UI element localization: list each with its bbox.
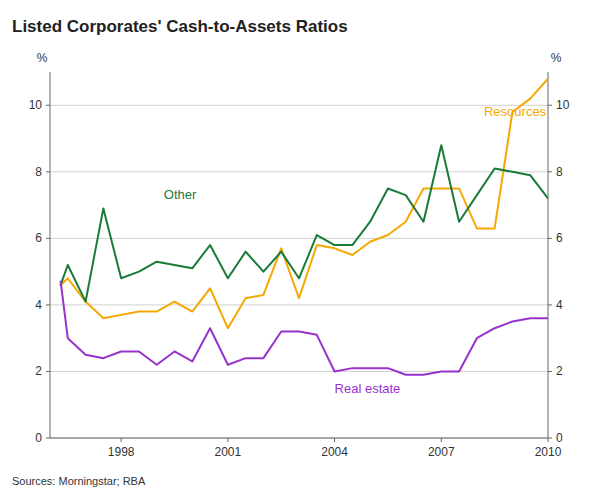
y-tick [46,371,50,372]
y-tick [46,304,50,305]
y2-tick-label: 10 [556,98,570,112]
annotations: Resources Other Real estate [164,104,547,397]
series-line [61,79,548,329]
grid-line [50,171,548,172]
y2-tick-label: 6 [556,231,563,245]
title: Listed Corporates' Cash-to-Assets Ratios [12,17,348,36]
x-tick-label: 2001 [215,445,242,459]
grid-line [50,438,548,439]
y-tick-label: 0 [35,431,42,445]
grid-line [50,304,548,305]
x-axis-line [50,438,548,439]
y-tick [46,238,50,239]
series-line [61,282,548,375]
series-label: Real estate [335,381,401,396]
y2-tick-label: 2 [556,364,563,378]
series-line [61,145,548,301]
x-tick [548,438,549,442]
x-tick [334,438,335,442]
y-tick-label: 2 [35,364,42,378]
y2-axis-line [548,72,549,438]
y-tick-label: 4 [35,298,42,312]
grid-line [50,238,548,239]
y-axis-label: % [37,51,48,65]
y-tick-label: 6 [35,231,42,245]
y2-tick [548,438,552,439]
lines [61,79,548,375]
x-tick [121,438,122,442]
source: Sources: Morningstar; RBA [12,475,146,487]
x-tick-label: 2004 [321,445,348,459]
grid [50,105,548,438]
y-tick-label: 10 [29,98,43,112]
series-label: Other [164,187,197,202]
x-tick [441,438,442,442]
y-tick [46,171,50,172]
grid-line [50,371,548,372]
y2-axis-label: % [551,51,562,65]
y-tick [46,438,50,439]
y-axis-line [50,72,51,438]
grid-line [50,105,548,106]
x-tick [227,438,228,442]
x-tick-label: 2007 [428,445,455,459]
x-tick-label: 1998 [108,445,135,459]
y2-tick-label: 4 [556,298,563,312]
y2-tick [548,304,552,305]
y-tick-label: 8 [35,165,42,179]
y2-tick-label: 8 [556,165,563,179]
y2-tick [548,171,552,172]
series-label: Resources [484,104,547,119]
y2-tick [548,371,552,372]
x-tick-label: 2010 [535,445,562,459]
y2-tick-label: 0 [556,431,563,445]
y-tick [46,105,50,106]
chart: Listed Corporates' Cash-to-Assets Ratios… [0,0,600,495]
y2-tick [548,238,552,239]
axes: 0 2 4 6 8 10 0 2 4 6 8 10 1998 2001 2004 2007 2010 [29,72,570,459]
y2-tick [548,105,552,106]
